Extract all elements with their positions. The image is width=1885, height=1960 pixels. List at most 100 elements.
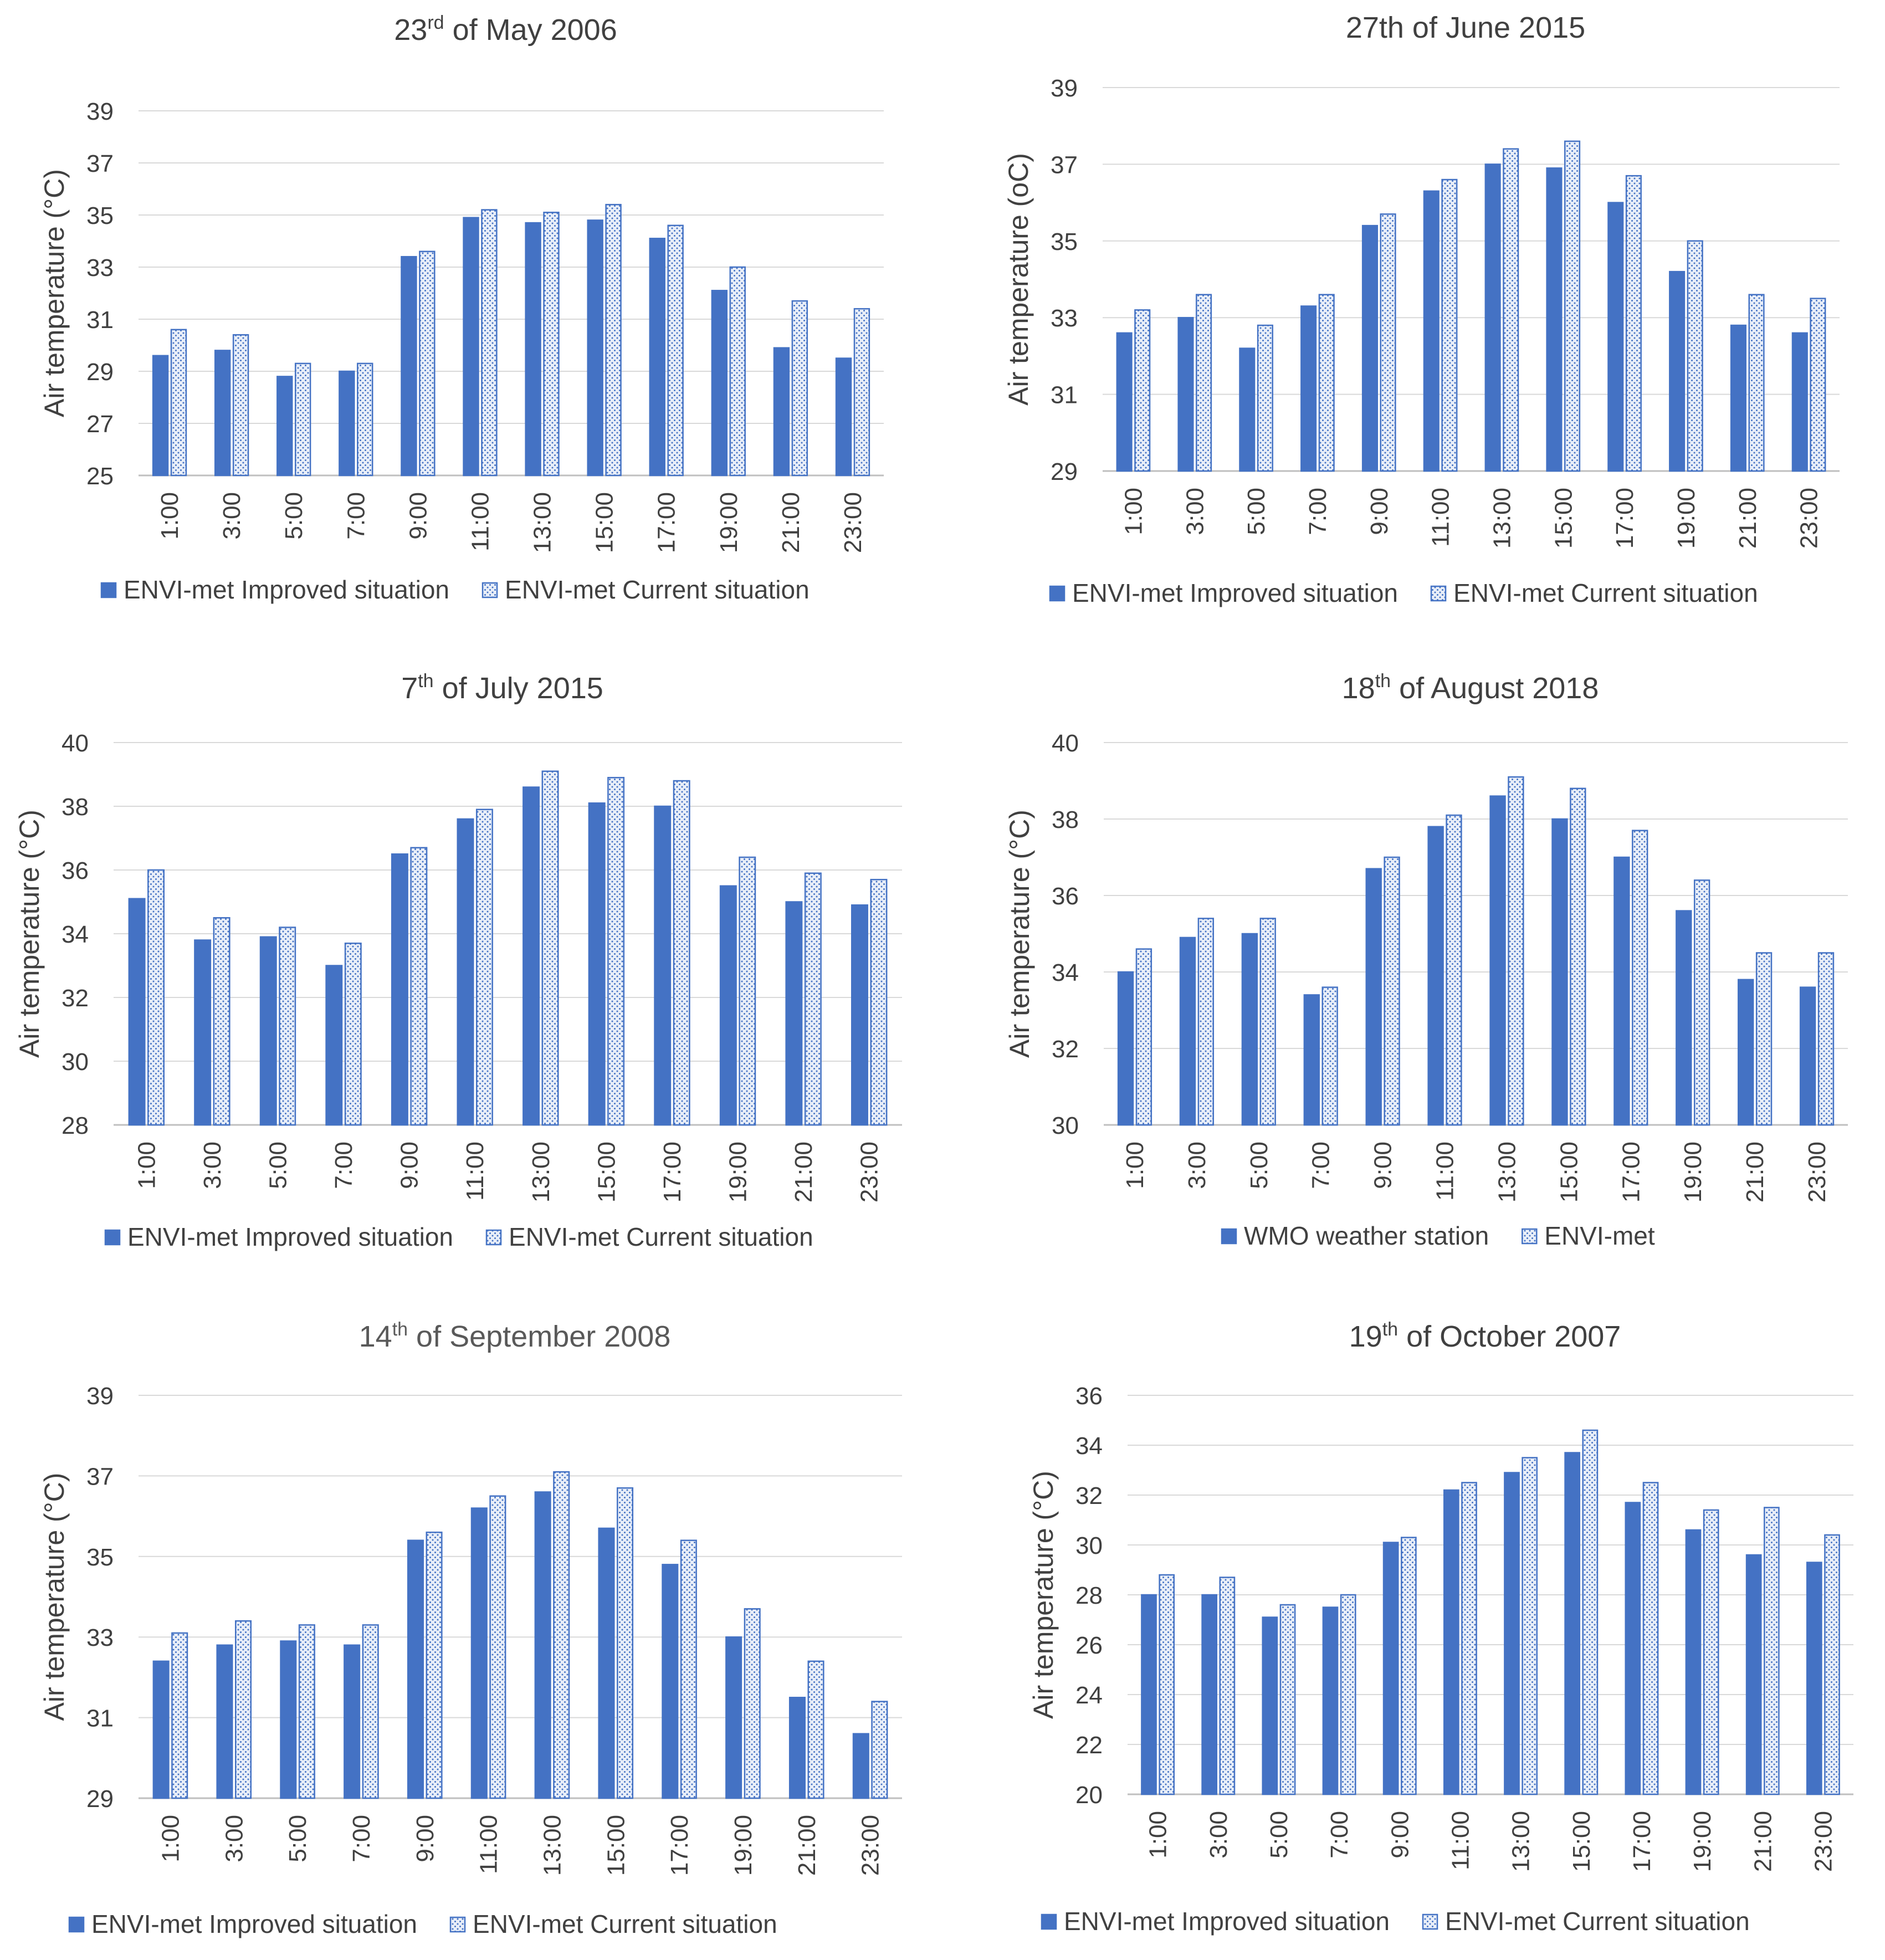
x-tick-label: 19:00 [1673,488,1700,549]
bar-series-1 [1241,933,1258,1126]
bar-series-1 [214,350,231,477]
bar-series-2 [1564,140,1581,472]
x-tick-label: 23:00 [1796,488,1823,549]
x-tick-label: 1:00 [1121,1142,1149,1189]
y-tick-label: 33 [86,254,114,282]
bar-series-1 [587,219,603,477]
x-tick-label: 5:00 [1243,488,1270,535]
x-tick-label: 19:00 [1689,1811,1716,1872]
bar-series-2 [1380,213,1396,472]
bar-series-1 [470,1507,488,1799]
x-tick-label: 5:00 [264,1142,291,1189]
y-tick-label: 33 [1051,305,1078,332]
chart-title: 19th of October 2007 [1349,1319,1621,1353]
chart-1: 23rd of May 2006 25 27 29 31 33 35 37 39 Air temp… [39,12,884,604]
title-text: 23 [394,13,427,47]
legend-label-2: ENVI-met Current situation [505,575,810,604]
y-tick-label: 34 [62,921,89,948]
x-tick-label: 11:00 [467,492,494,551]
bar-series-2 [213,917,230,1126]
bar-series-1 [649,238,665,477]
x-tick-label: 15:00 [1555,1142,1582,1202]
bar-series-2 [171,1632,188,1799]
y-tick-label: 24 [1075,1682,1103,1709]
bar-series-1 [1738,979,1754,1126]
y-tick-label: 29 [86,1785,114,1813]
x-tick-label: 3:00 [1184,1142,1211,1189]
y-tick-label: 26 [1075,1632,1103,1659]
bar-series-1 [654,805,672,1126]
title-text: of August 2018 [1391,672,1599,705]
x-tick-label: 17:00 [1617,1142,1645,1202]
legend-label-1: WMO weather station [1244,1221,1489,1250]
bar-series-1 [1423,190,1440,472]
legend-swatch-1 [104,1229,121,1246]
bar-series-2 [853,308,870,477]
x-tick-label: 15:00 [591,492,618,553]
chart-2: 27th of June 2015 29 31 33 35 37 39 Air tempera… [1003,11,1840,607]
bar-series-1 [1201,1594,1218,1795]
legend-swatch-2 [1522,1228,1538,1245]
bar-series-2 [235,1620,252,1799]
bar-series-2 [1219,1577,1236,1795]
bar-series-1 [1322,1606,1339,1795]
bar-series-1 [325,965,343,1126]
legend-swatch-2 [1422,1913,1438,1930]
bar-series-2 [1810,298,1826,472]
x-tick-label: 15:00 [1550,488,1577,549]
bar-series-2 [1340,1594,1356,1795]
title-text: 18 [1342,672,1375,705]
y-tick-label: 37 [86,1463,114,1490]
legend-label-2: ENVI-met Current situation [1453,579,1758,607]
bar-series-2 [1197,918,1214,1126]
x-tick-label: 15:00 [1568,1811,1595,1872]
x-tick-label: 21:00 [1749,1811,1776,1872]
bar-series-1 [259,936,277,1126]
bar-series-2 [426,1531,443,1799]
y-tick-label: 30 [1052,1112,1079,1139]
bar-series-2 [541,770,559,1126]
legend-label-2: ENVI-met [1544,1221,1655,1250]
title-superscript: th [392,1319,408,1340]
title-text: 27th of June 2015 [1346,11,1585,44]
legend-label-2: ENVI-met Current situation [1445,1907,1750,1936]
bar-series-1 [1504,1472,1520,1795]
bar-series-1 [1799,986,1816,1126]
bar-series-2 [607,777,625,1126]
x-tick-label: 17:00 [1628,1811,1656,1872]
legend-swatch-1 [100,582,117,598]
y-axis-label: Air temperature (°C) [14,810,45,1058]
bar-series-2 [870,879,888,1126]
bar-series-1 [1262,1616,1278,1795]
x-tick-label: 15:00 [602,1815,629,1876]
x-tick-label: 13:00 [529,492,556,553]
y-tick-label: 40 [62,730,89,757]
bar-series-2 [1461,1482,1477,1795]
y-tick-label: 28 [1075,1582,1103,1609]
bar-series-1 [1116,332,1133,472]
bar-series-1 [785,901,803,1126]
x-tick-label: 5:00 [1266,1811,1293,1859]
y-tick-label: 35 [86,1544,114,1571]
chart-title: 18th of August 2018 [1342,671,1599,705]
title-text: 19 [1349,1320,1382,1353]
bar-series-2 [804,872,822,1126]
x-tick-label: 23:00 [1804,1142,1831,1202]
y-axis-label: Air temperature (°C) [39,1473,70,1721]
bar-series-1 [1685,1529,1702,1795]
bar-series-1 [194,939,212,1126]
y-tick-label: 28 [62,1112,89,1139]
chart-title: 23rd of May 2006 [394,12,617,47]
bar-series-1 [276,376,293,477]
bar-series-1 [835,357,852,477]
x-tick-label: 9:00 [1370,1142,1397,1189]
x-tick-label: 13:00 [539,1815,566,1876]
legend-swatch-1 [1221,1228,1237,1245]
bar-series-1 [788,1697,806,1799]
bar-series-2 [744,1608,761,1799]
bar-series-1 [598,1527,615,1799]
y-tick-label: 34 [1052,959,1079,986]
bar-series-2 [1279,1604,1296,1795]
legend-swatch-2 [482,582,498,598]
bar-series-1 [725,1636,742,1799]
